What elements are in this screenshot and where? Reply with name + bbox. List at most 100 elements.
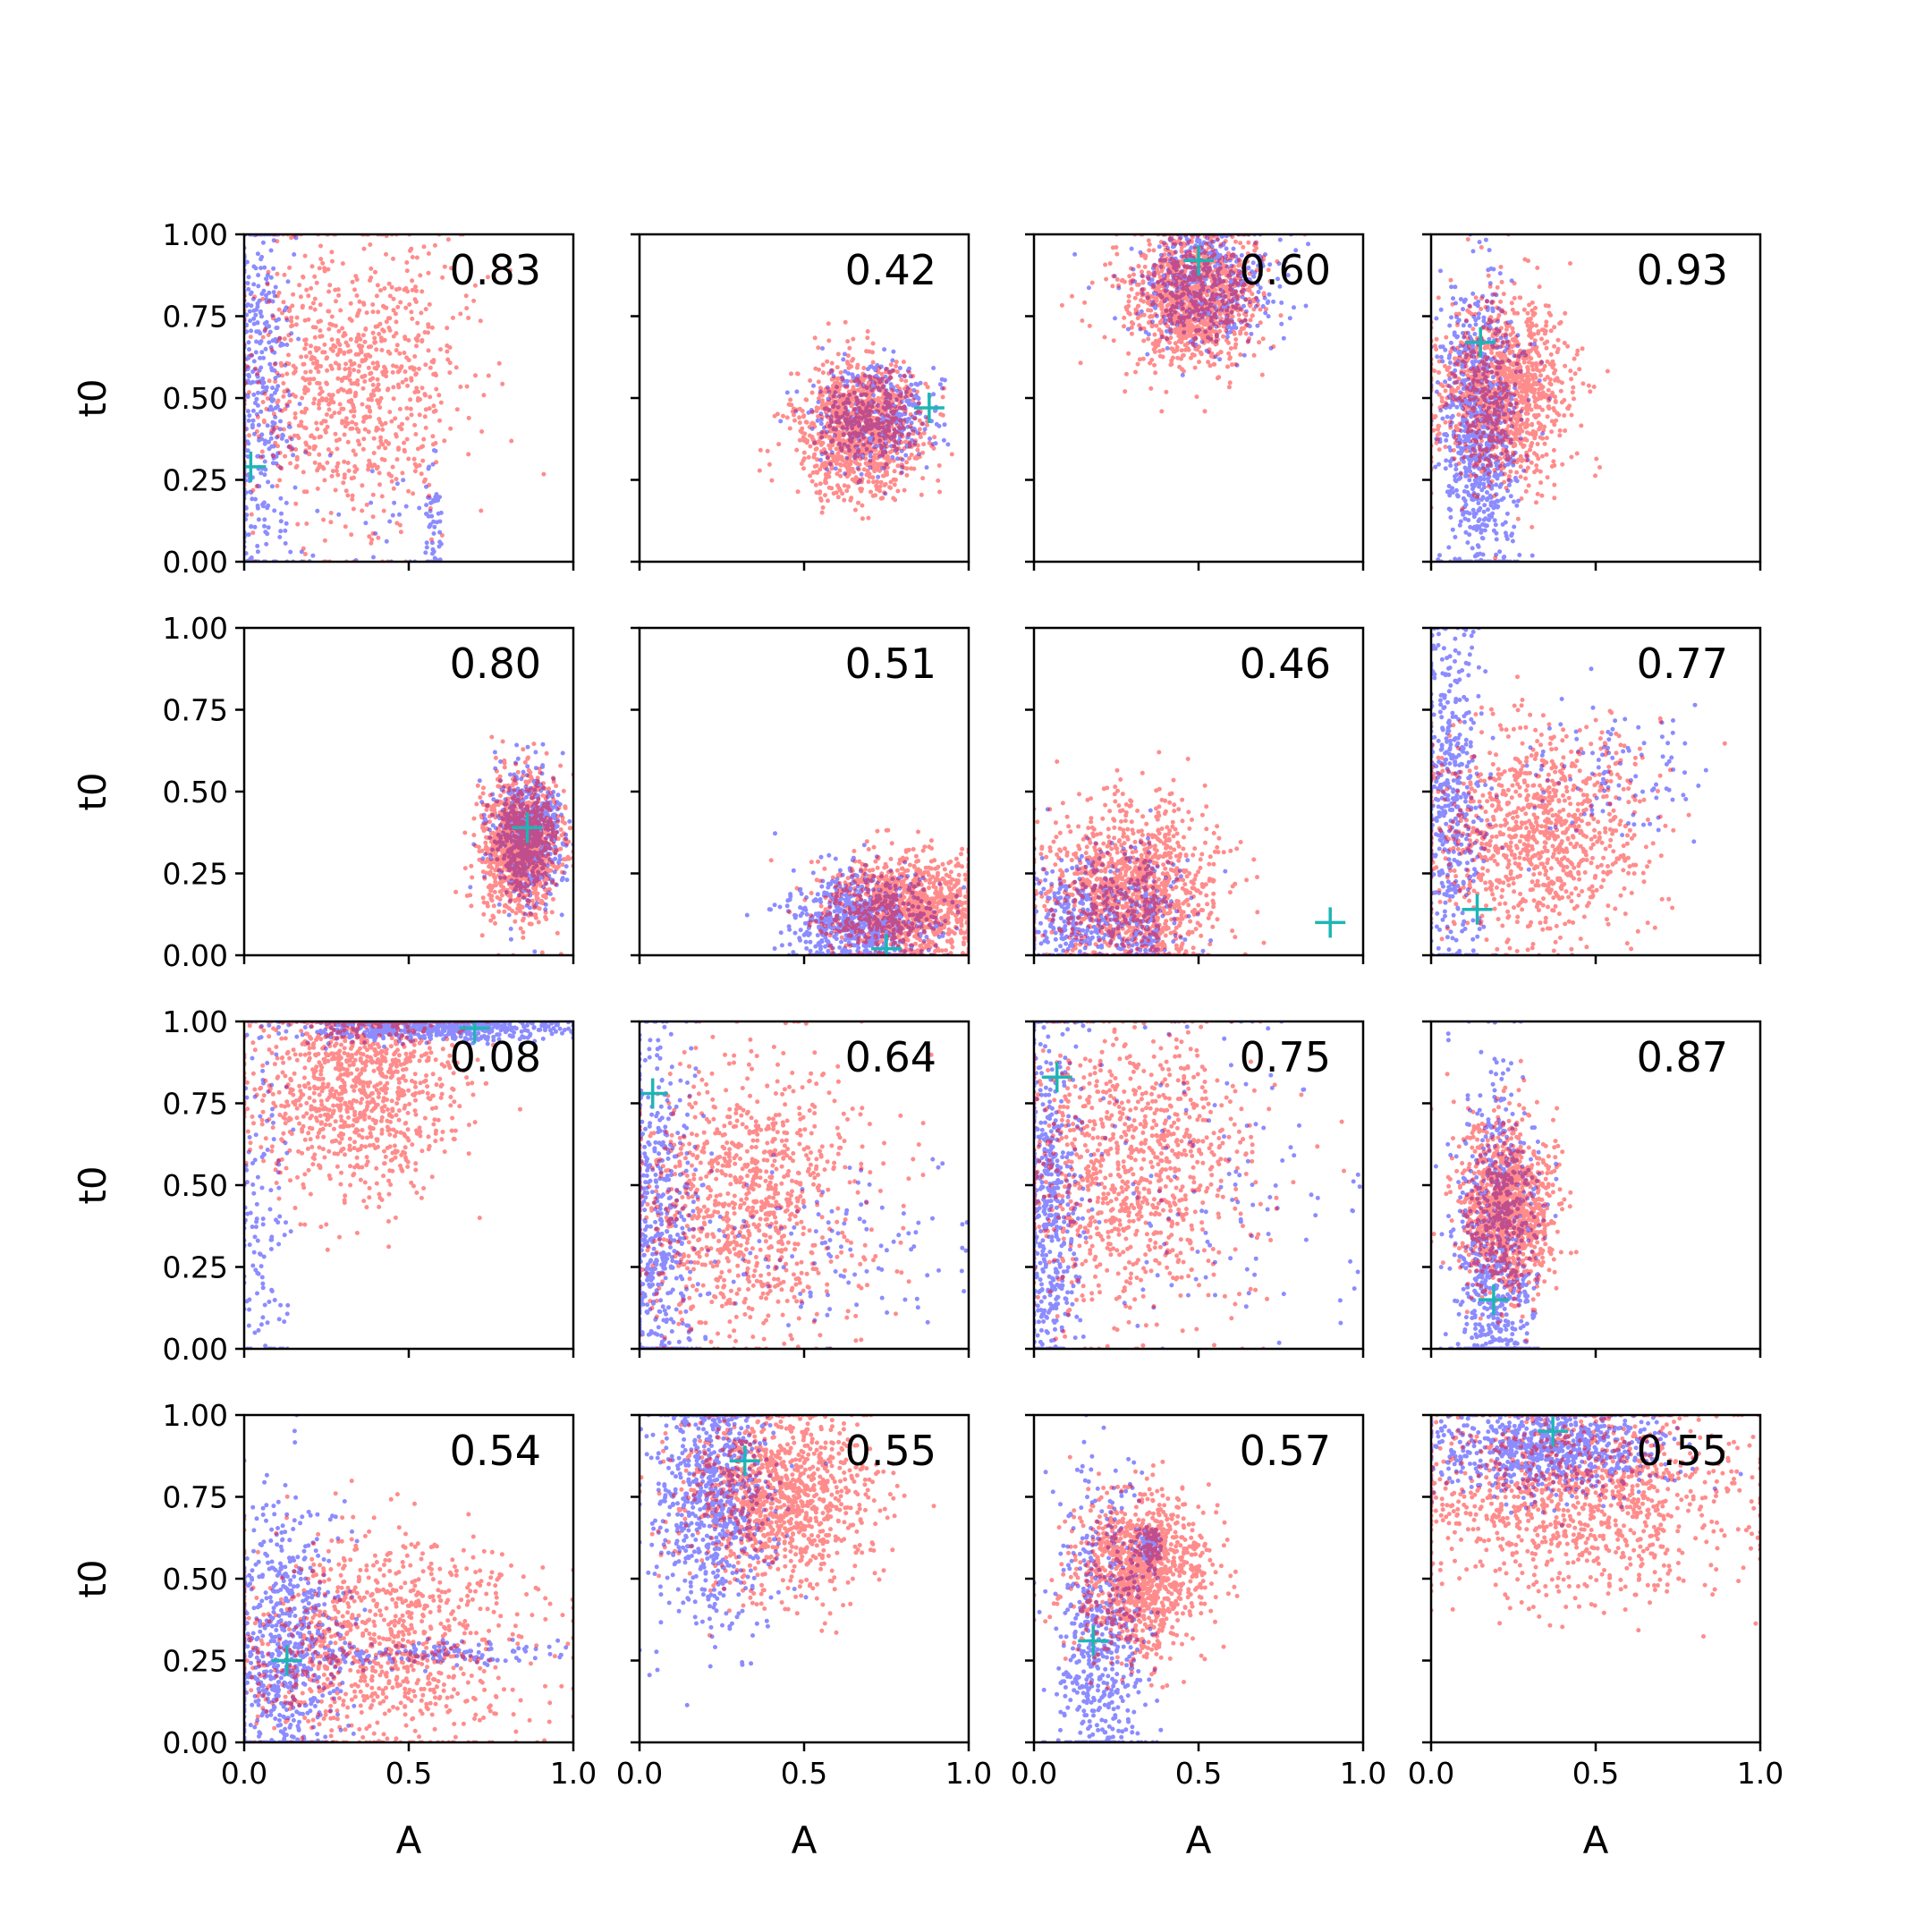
panel-r4-c1: 0.54 0.00 0.25 0.50 0.75 1.00 0.0 0.5 1.0 t0 A [71, 1398, 597, 1862]
panel-r3-c3: 0.75 [1025, 1020, 1365, 1358]
red-series [1034, 1454, 1240, 1690]
panel-value: 0.08 [450, 1033, 541, 1081]
red-series-points [1034, 1454, 1240, 1690]
true-value-marker [1462, 894, 1493, 925]
x-tick-label: 0.0 [616, 1756, 663, 1791]
blue-series [1433, 1021, 1559, 1349]
y-tick-label: 0.75 [163, 300, 228, 335]
blue-series [640, 1415, 829, 1707]
panel-r4-c2: 0.55 0.0 0.5 1.0 A [616, 1413, 992, 1862]
red-series [1034, 1021, 1347, 1349]
red-series-points [453, 734, 573, 955]
x-tick-label: 0.5 [1572, 1756, 1619, 1791]
x-tick-label: 0.5 [781, 1756, 827, 1791]
panel-r4-c3: 0.57 0.0 0.5 1.0 A [1011, 1413, 1386, 1862]
red-series [640, 1415, 936, 1638]
panel-value: 0.51 [845, 640, 936, 688]
panel-value: 0.87 [1637, 1033, 1728, 1081]
y-tick-label: 0.75 [163, 1480, 228, 1515]
x-tick-label: 0.0 [1408, 1756, 1454, 1791]
panel-r1-c3: 0.60 [1025, 233, 1365, 571]
x-tick-label: 0.5 [1175, 1756, 1222, 1791]
true-value-marker [271, 1645, 302, 1676]
red-series [768, 827, 969, 955]
panel-value: 0.77 [1637, 640, 1728, 688]
panel-value: 0.75 [1240, 1033, 1331, 1081]
true-value-marker [871, 933, 902, 955]
x-axis-label: A [396, 1818, 422, 1862]
x-axis-label: A [1186, 1818, 1212, 1862]
panel-value: 0.46 [1240, 640, 1331, 688]
red-series-points [244, 234, 547, 562]
red-series-points [1034, 1021, 1347, 1349]
x-tick-label: 1.0 [550, 1756, 597, 1791]
blue-series-points [1433, 1021, 1559, 1349]
true-value-marker [1465, 326, 1496, 358]
panel-value: 0.64 [845, 1033, 936, 1081]
plot-area [1431, 1021, 1579, 1349]
red-series [1431, 234, 1610, 561]
true-value-marker [459, 1021, 490, 1044]
panel-value: 0.60 [1240, 246, 1331, 294]
plot-area [1059, 234, 1311, 414]
panel-r3-c2: 0.64 [631, 1020, 970, 1358]
y-tick-label: 0.75 [163, 1087, 228, 1122]
red-series [640, 1021, 934, 1349]
x-tick-label: 1.0 [945, 1756, 992, 1791]
panel-value: 0.55 [1637, 1427, 1728, 1475]
red-series [453, 734, 573, 955]
panel-value: 0.80 [450, 640, 541, 688]
y-tick-label: 0.00 [163, 1725, 228, 1760]
y-tick-label: 0.25 [163, 857, 228, 892]
panel-r1-c2: 0.42 [631, 233, 970, 571]
blue-series-points [1072, 234, 1311, 377]
red-series-points [1431, 1058, 1579, 1343]
red-series [1034, 750, 1267, 955]
panel-r2-c3: 0.46 [1025, 626, 1365, 964]
blue-series [1072, 234, 1311, 377]
red-series [244, 1021, 523, 1252]
true-value-marker [1041, 1062, 1072, 1093]
true-value-marker [1078, 1625, 1109, 1657]
true-value-marker [1315, 907, 1346, 938]
plot-area [640, 1415, 936, 1707]
panel-value: 0.57 [1240, 1427, 1331, 1475]
y-tick-label: 0.50 [163, 381, 228, 416]
red-series [1059, 234, 1308, 414]
red-series-points [757, 319, 954, 521]
plot-area [640, 1021, 969, 1349]
x-tick-label: 0.0 [221, 1756, 267, 1791]
y-axis-label: t0 [71, 1165, 114, 1204]
blue-series-points [1034, 807, 1228, 955]
blue-series-points [1034, 1415, 1164, 1742]
y-tick-label: 0.50 [163, 775, 228, 809]
red-series-points [1431, 234, 1610, 561]
panel-r2-c2: 0.51 [631, 626, 970, 964]
plot-area [757, 319, 954, 521]
panel-r4-c4: 0.55 0.0 0.5 1.0 A [1408, 1413, 1784, 1862]
y-tick-label: 0.00 [163, 938, 228, 973]
plot-area [1034, 1021, 1362, 1349]
red-series-points [1059, 234, 1308, 414]
red-series [1431, 1415, 1760, 1639]
y-tick-label: 1.00 [163, 217, 228, 252]
red-series-points [1431, 1415, 1760, 1639]
panel-r2-c4: 0.77 [1422, 626, 1762, 964]
blue-series [778, 346, 951, 496]
true-value-marker [913, 392, 945, 423]
panel-value: 0.54 [450, 1427, 541, 1475]
y-tick-label: 1.00 [163, 611, 228, 646]
red-series-points [768, 827, 969, 955]
panel-r2-c1: 0.80 0.00 0.25 0.50 0.75 1.00 t0 [71, 611, 575, 973]
panel-value: 0.55 [845, 1427, 936, 1475]
y-tick-label: 0.50 [163, 1168, 228, 1203]
blue-series [1034, 807, 1228, 955]
x-tick-label: 1.0 [1340, 1756, 1386, 1791]
y-tick-label: 0.75 [163, 693, 228, 728]
x-tick-label: 1.0 [1737, 1756, 1784, 1791]
plot-area [1034, 1415, 1240, 1742]
plot-area [1034, 750, 1346, 955]
blue-series [1034, 1415, 1164, 1742]
y-tick-label: 0.00 [163, 545, 228, 580]
